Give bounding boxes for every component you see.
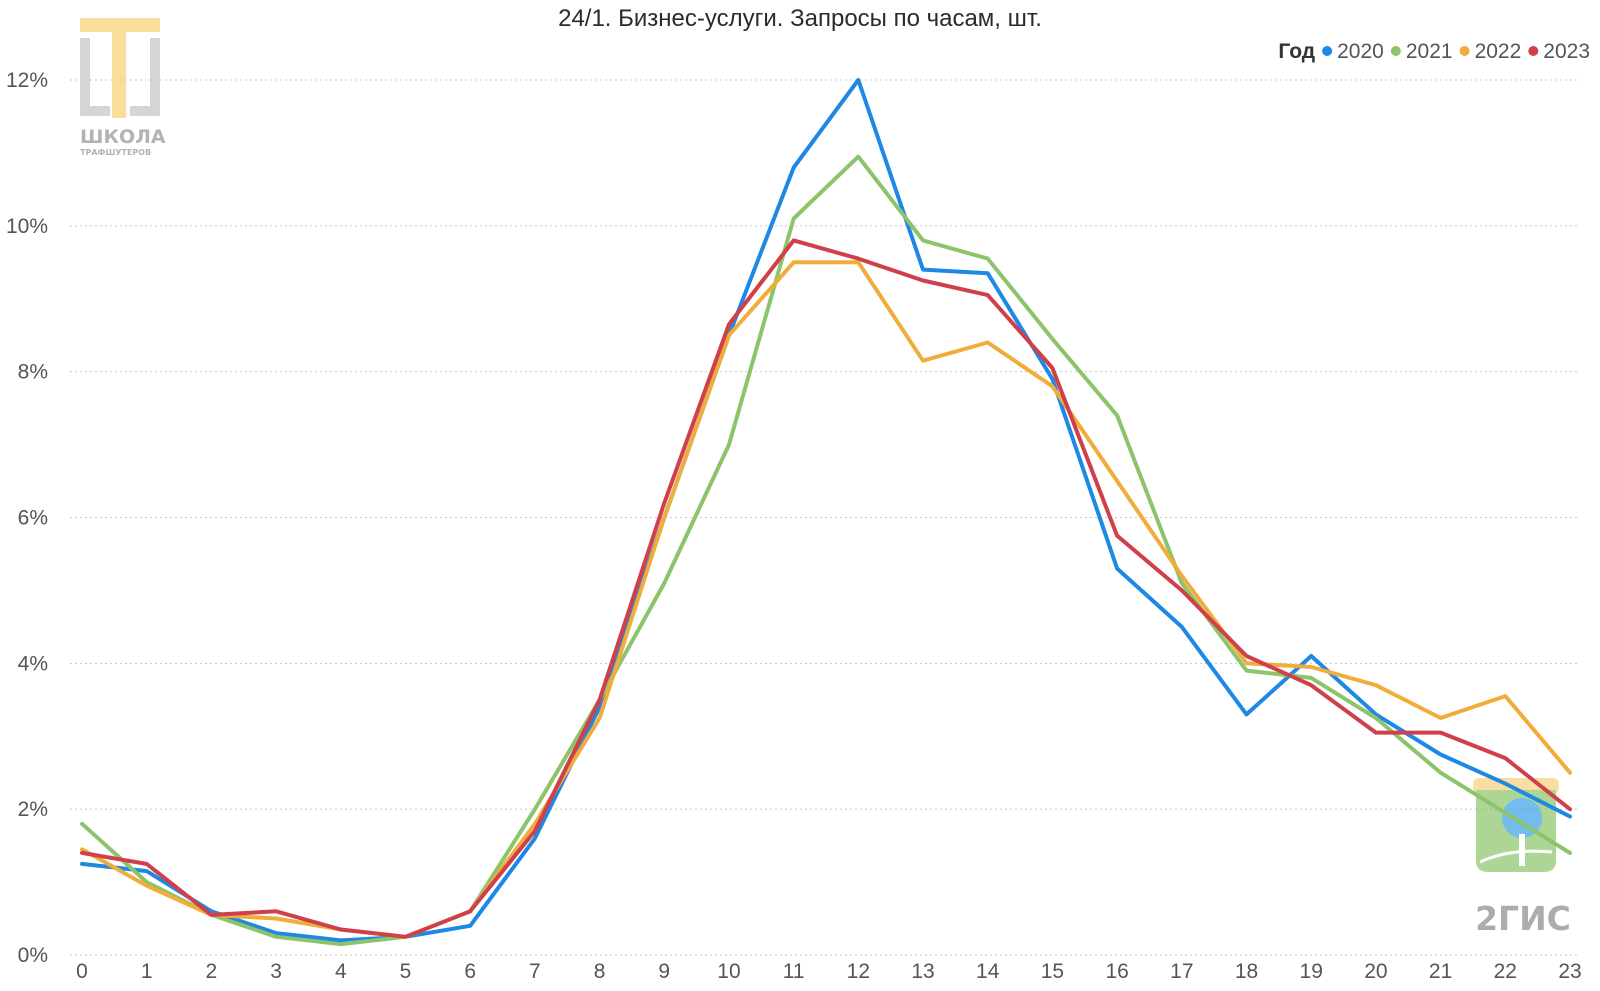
x-tick-label: 5: [400, 960, 412, 983]
x-tick-label: 3: [270, 960, 282, 983]
x-tick-label: 12: [847, 960, 870, 983]
legend-marker-2023: [1528, 46, 1539, 56]
x-tick-label: 20: [1364, 960, 1387, 983]
legend-marker-2021: [1390, 46, 1401, 56]
legend-title: Год: [1278, 40, 1315, 63]
y-tick-label: 10%: [6, 215, 48, 238]
x-tick-label: 17: [1170, 960, 1193, 983]
legend-marker-2020: [1322, 46, 1333, 56]
chart-title: 24/1. Бизнес-услуги. Запросы по часам, ш…: [558, 5, 1042, 32]
legend-label-2021: 2021: [1406, 40, 1453, 63]
y-tick-label: 12%: [6, 69, 48, 92]
x-tick-label: 11: [783, 960, 805, 983]
gridlines: [70, 79, 1580, 956]
school-logo-title: ШКОЛА: [80, 126, 166, 148]
x-tick-label: 22: [1494, 960, 1517, 983]
y-tick-label: 2%: [18, 798, 48, 821]
logo-bar-left-foot: [80, 106, 110, 116]
y-tick-label: 0%: [18, 944, 48, 967]
legend-label-2023: 2023: [1543, 40, 1590, 63]
series-line-2020: [80, 78, 1572, 943]
legend-marker-2022: [1459, 46, 1470, 56]
x-tick-label: 0: [76, 960, 88, 983]
series-lines: [80, 78, 1572, 947]
x-tick-label: 1: [141, 960, 153, 983]
x-tick-label: 14: [976, 960, 1000, 983]
logo-bar-left: [80, 38, 90, 116]
x-tick-label: 2: [206, 960, 218, 983]
x-tick-label: 6: [464, 960, 476, 983]
y-tick-label: 6%: [18, 507, 48, 530]
x-tick-label: 19: [1300, 960, 1323, 983]
x-axis: 0 1 2 3 4 5 6 7 8 9 10 11 12 13 14 15 16 17 18 19 20 21 22 23: [76, 960, 1582, 983]
x-tick-label: 10: [717, 960, 740, 983]
y-axis: 0% 2% 4% 6% 8% 10% 12%: [6, 69, 48, 967]
x-tick-label: 18: [1235, 960, 1258, 983]
series-line-2021: [80, 154, 1572, 947]
x-tick-label: 23: [1558, 960, 1581, 983]
legend-label-2022: 2022: [1475, 40, 1522, 63]
x-tick-label: 7: [529, 960, 541, 983]
x-tick-label: 15: [1041, 960, 1064, 983]
y-tick-label: 8%: [18, 361, 48, 384]
legend-label-2020: 2020: [1337, 40, 1384, 63]
x-tick-label: 9: [658, 960, 670, 983]
brand-logo-text: 2ГИС: [1475, 899, 1571, 938]
x-tick-label: 21: [1429, 960, 1452, 983]
brand-logo-stem: [1519, 834, 1525, 866]
logo-bar-center: [112, 32, 126, 118]
brand-logo-road: [1479, 849, 1553, 864]
school-logo: ШКОЛА ТРАФШУТЕРОВ: [80, 18, 166, 157]
school-logo-subtitle: ТРАФШУТЕРОВ: [80, 148, 151, 157]
legend: 2023 2022 2021 2020 Год: [1278, 40, 1590, 63]
x-tick-label: 16: [1105, 960, 1128, 983]
x-tick-label: 8: [594, 960, 606, 983]
x-tick-label: 13: [911, 960, 934, 983]
logo-bar-top: [80, 18, 160, 32]
logo-bar-right: [150, 38, 160, 116]
x-tick-label: 4: [335, 960, 347, 983]
y-tick-label: 4%: [18, 652, 48, 675]
logo-bar-right-foot: [130, 106, 160, 116]
series-line-2022: [80, 260, 1572, 939]
series-line-2023: [80, 238, 1572, 939]
